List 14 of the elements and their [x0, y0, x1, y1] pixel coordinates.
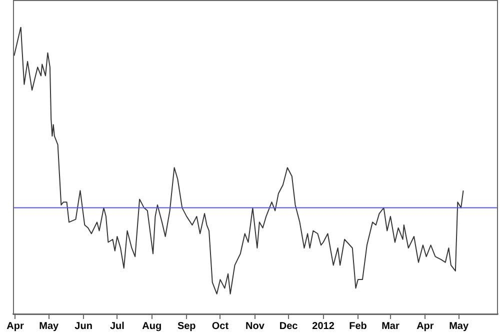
x-tick-label: Apr [416, 320, 434, 332]
x-tick-label: Nov [245, 320, 265, 332]
x-tick-label: Jul [110, 320, 125, 332]
x-tick-label: May [449, 320, 469, 332]
x-tick-label: Mar [382, 320, 400, 332]
x-tick-label: Jun [74, 320, 92, 332]
x-tick-label: Sep [177, 320, 196, 332]
x-tick-label: 2012 [312, 320, 335, 332]
x-tick-label: Apr [6, 320, 24, 332]
x-tick-label: Oct [212, 320, 230, 332]
x-tick-label: May [39, 320, 60, 332]
x-tick-label: Aug [142, 320, 162, 332]
x-tick-label: Feb [349, 320, 367, 332]
x-tick-label: Dec [279, 320, 298, 332]
